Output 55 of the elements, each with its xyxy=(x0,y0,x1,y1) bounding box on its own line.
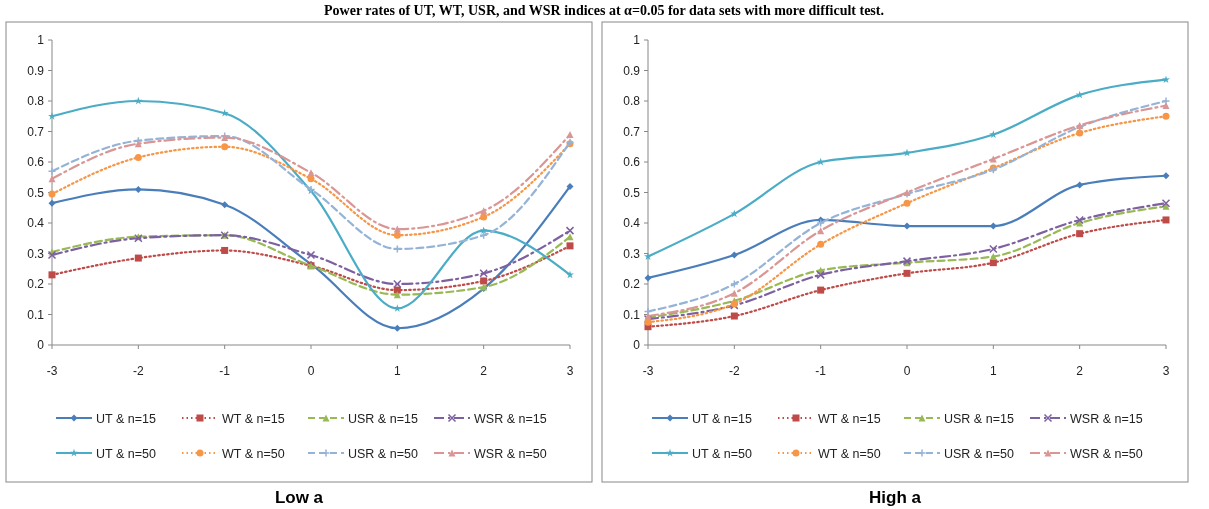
legend-label: WT & n=50 xyxy=(818,446,881,461)
legend-label: WSR & n=15 xyxy=(1070,411,1143,426)
legend-label: USR & n=15 xyxy=(348,411,418,426)
y-tick-label: 0.3 xyxy=(623,246,641,261)
y-tick-label: 0.4 xyxy=(27,216,45,230)
y-tick-label: 0.5 xyxy=(623,185,641,200)
y-tick-label: 0.3 xyxy=(27,246,45,261)
x-tick-label: -3 xyxy=(642,364,654,378)
y-tick-label: 0.1 xyxy=(623,307,641,322)
y-tick-label: 0.8 xyxy=(623,94,641,108)
legend-label: WT & n=15 xyxy=(222,411,285,426)
x-tick-label: 3 xyxy=(1162,364,1170,378)
legend-label: UT & n=15 xyxy=(96,411,156,426)
legend-label: WSR & n=15 xyxy=(474,411,547,426)
legend-label: UT & n=15 xyxy=(692,411,752,426)
x-tick-label: -1 xyxy=(815,364,827,378)
y-tick-label: 0 xyxy=(37,338,45,352)
y-tick-label: 0.4 xyxy=(623,216,641,230)
y-tick-label: 0.1 xyxy=(27,307,45,322)
y-tick-label: 0.5 xyxy=(27,185,45,200)
legend-label: USR & n=50 xyxy=(944,446,1014,461)
x-tick-label: -3 xyxy=(46,364,58,378)
text: Power rates of UT, WT, USR, and WSR indices at α=0.05 for data sets with more difficult test. xyxy=(324,3,884,18)
legend-label: WSR & n=50 xyxy=(1070,446,1143,461)
legend-label: UT & n=50 xyxy=(692,446,752,461)
y-tick-label: 1 xyxy=(633,33,641,47)
legend-label: USR & n=50 xyxy=(348,446,418,461)
x-tick-label: 0 xyxy=(307,364,315,378)
y-tick-label: 0.8 xyxy=(27,94,45,108)
x-tick-label: -1 xyxy=(219,364,231,378)
x-tick-label: 3 xyxy=(566,364,574,378)
x-tick-label: -2 xyxy=(133,364,144,378)
x-tick-label: -2 xyxy=(729,364,740,378)
y-tick-label: 0.2 xyxy=(623,277,641,291)
y-tick-label: 1 xyxy=(37,33,45,47)
x-axis-title: High a xyxy=(869,488,922,507)
x-tick-label: 0 xyxy=(903,364,911,378)
x-axis-title: Low a xyxy=(274,488,324,507)
y-tick-label: 0 xyxy=(633,338,641,352)
y-tick-label: 0.9 xyxy=(623,63,641,78)
y-tick-label: 0.6 xyxy=(623,155,641,169)
legend-label: WT & n=15 xyxy=(818,411,881,426)
y-tick-label: 0.2 xyxy=(27,277,45,291)
legend-label: WSR & n=50 xyxy=(474,446,547,461)
x-tick-label: 1 xyxy=(393,364,401,378)
legend-label: WT & n=50 xyxy=(222,446,285,461)
legend-label: UT & n=50 xyxy=(96,446,156,461)
y-tick-label: 0.7 xyxy=(623,124,641,139)
y-tick-label: 0.7 xyxy=(27,124,45,139)
x-tick-label: 2 xyxy=(1076,364,1084,378)
y-tick-label: 0.9 xyxy=(27,63,45,78)
x-tick-label: 2 xyxy=(480,364,488,378)
x-tick-label: 1 xyxy=(989,364,997,378)
y-tick-label: 0.6 xyxy=(27,155,45,169)
legend-label: USR & n=15 xyxy=(944,411,1014,426)
